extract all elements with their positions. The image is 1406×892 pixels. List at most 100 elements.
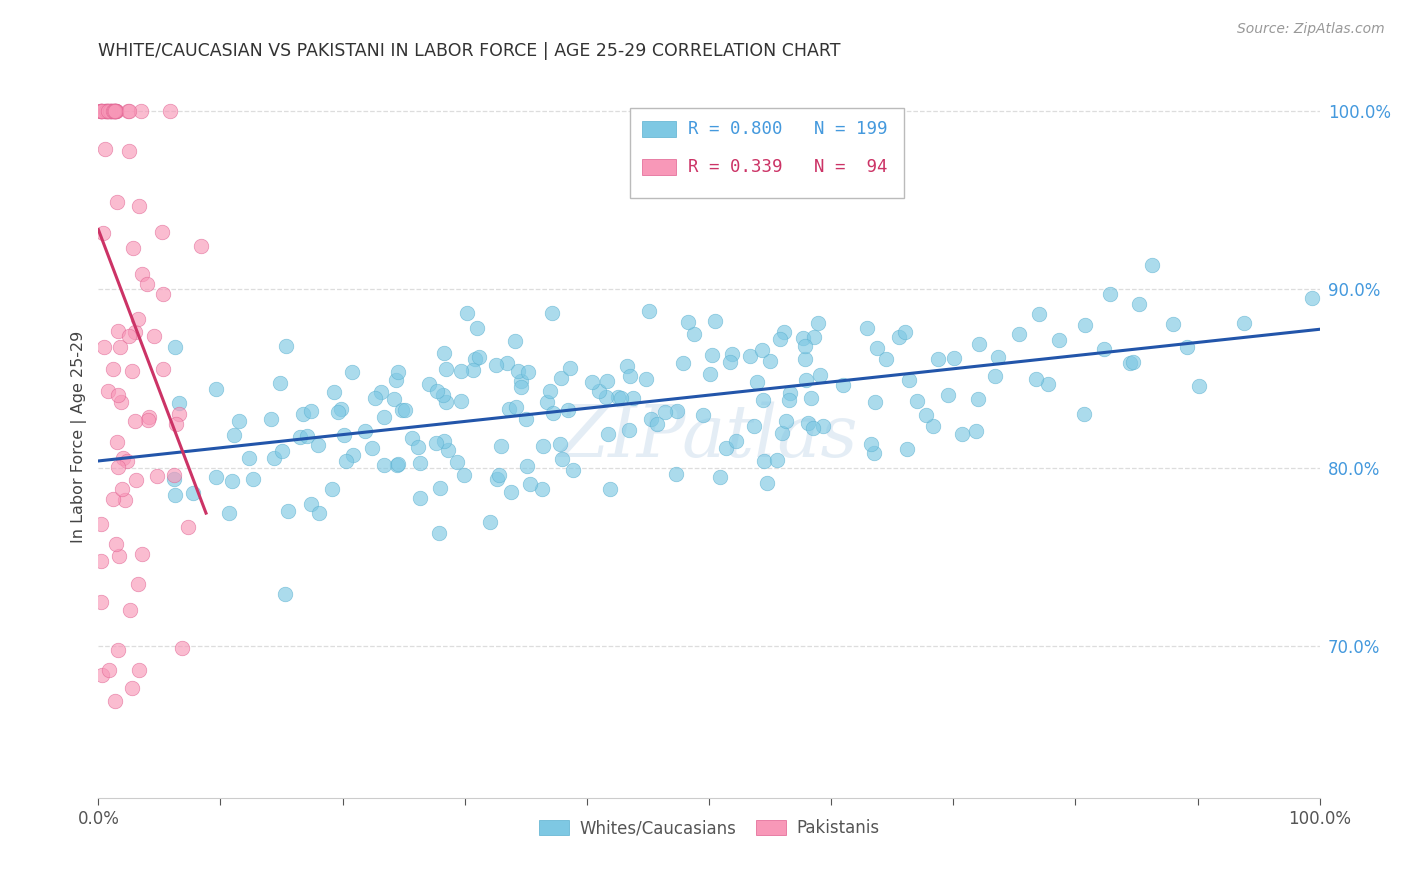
Point: [129, 103, 152, 118]
Point: [617, 423, 640, 437]
Legend: Whites/Caucasians, Pakistanis: Whites/Caucasians, Pakistanis: [533, 813, 886, 844]
Point: [94, 103, 117, 118]
Point: [373, 409, 395, 424]
Point: [263, 450, 285, 465]
Point: [720, 346, 742, 360]
Point: [138, 409, 160, 424]
Point: [1008, 327, 1031, 342]
Point: [105, 434, 128, 449]
Point: [97, 103, 120, 118]
Point: [90, 553, 112, 567]
Point: [692, 408, 714, 422]
Point: [510, 374, 533, 388]
Point: [506, 364, 529, 378]
Point: [103, 103, 125, 118]
Point: [676, 315, 699, 329]
Point: [770, 425, 793, 440]
Point: [288, 430, 311, 444]
Point: [499, 484, 522, 499]
Point: [295, 429, 318, 443]
Point: [321, 482, 343, 496]
Point: [1098, 287, 1121, 301]
Point: [136, 412, 159, 426]
Point: [759, 353, 782, 368]
Point: [450, 364, 472, 378]
Point: [165, 341, 187, 355]
Point: [718, 354, 741, 368]
Point: [616, 359, 638, 373]
Point: [335, 454, 357, 468]
Point: [479, 515, 502, 529]
Point: [167, 395, 190, 409]
Point: [387, 365, 409, 379]
Point: [94, 103, 117, 118]
Point: [637, 303, 659, 318]
Point: [801, 421, 824, 435]
Point: [557, 402, 579, 417]
Point: [1140, 258, 1163, 272]
Point: [91, 103, 114, 118]
Point: [131, 547, 153, 561]
Point: [485, 358, 508, 372]
Point: [725, 434, 748, 449]
Text: WHITE/CAUCASIAN VS PAKISTANI IN LABOR FORCE | AGE 25-29 CORRELATION CHART: WHITE/CAUCASIAN VS PAKISTANI IN LABOR FO…: [98, 42, 841, 60]
Point: [517, 365, 540, 379]
Point: [90, 103, 112, 118]
Point: [170, 641, 193, 656]
Point: [866, 341, 889, 355]
Point: [218, 506, 240, 520]
Point: [1025, 372, 1047, 386]
Point: [373, 458, 395, 473]
Point: [1301, 291, 1323, 305]
FancyBboxPatch shape: [641, 121, 676, 137]
Point: [863, 445, 886, 459]
Point: [143, 328, 166, 343]
Point: [541, 306, 564, 320]
Point: [595, 390, 617, 404]
Point: [488, 468, 510, 483]
Point: [118, 329, 141, 343]
Point: [260, 411, 283, 425]
Point: [875, 352, 897, 367]
Point: [165, 488, 187, 502]
Point: [775, 414, 797, 428]
Point: [97, 103, 120, 118]
Point: [596, 426, 619, 441]
Point: [794, 339, 817, 353]
Point: [370, 384, 392, 399]
Point: [927, 351, 949, 366]
Point: [709, 470, 731, 484]
Point: [640, 412, 662, 426]
Point: [115, 454, 138, 468]
Point: [792, 331, 814, 345]
Point: [779, 386, 801, 401]
Text: ZIPatlas: ZIPatlas: [560, 401, 859, 472]
Point: [1036, 376, 1059, 391]
Point: [382, 392, 405, 407]
Point: [329, 401, 352, 416]
Point: [98, 103, 121, 118]
Point: [581, 376, 603, 390]
Point: [94, 103, 117, 118]
Point: [104, 103, 127, 118]
Point: [342, 449, 364, 463]
Point: [111, 451, 134, 466]
Point: [887, 330, 910, 344]
Point: [922, 419, 945, 434]
Point: [90, 595, 112, 609]
Point: [538, 384, 561, 398]
Point: [914, 408, 936, 422]
Point: [363, 391, 385, 405]
Point: [1122, 355, 1144, 369]
Point: [536, 395, 558, 409]
Point: [519, 477, 541, 491]
Point: [409, 491, 432, 506]
Point: [562, 462, 585, 476]
Point: [898, 373, 921, 387]
Point: [91, 667, 114, 681]
Point: [100, 103, 122, 118]
Point: [1175, 340, 1198, 354]
Point: [117, 103, 139, 118]
Point: [107, 642, 129, 657]
Point: [797, 416, 820, 430]
